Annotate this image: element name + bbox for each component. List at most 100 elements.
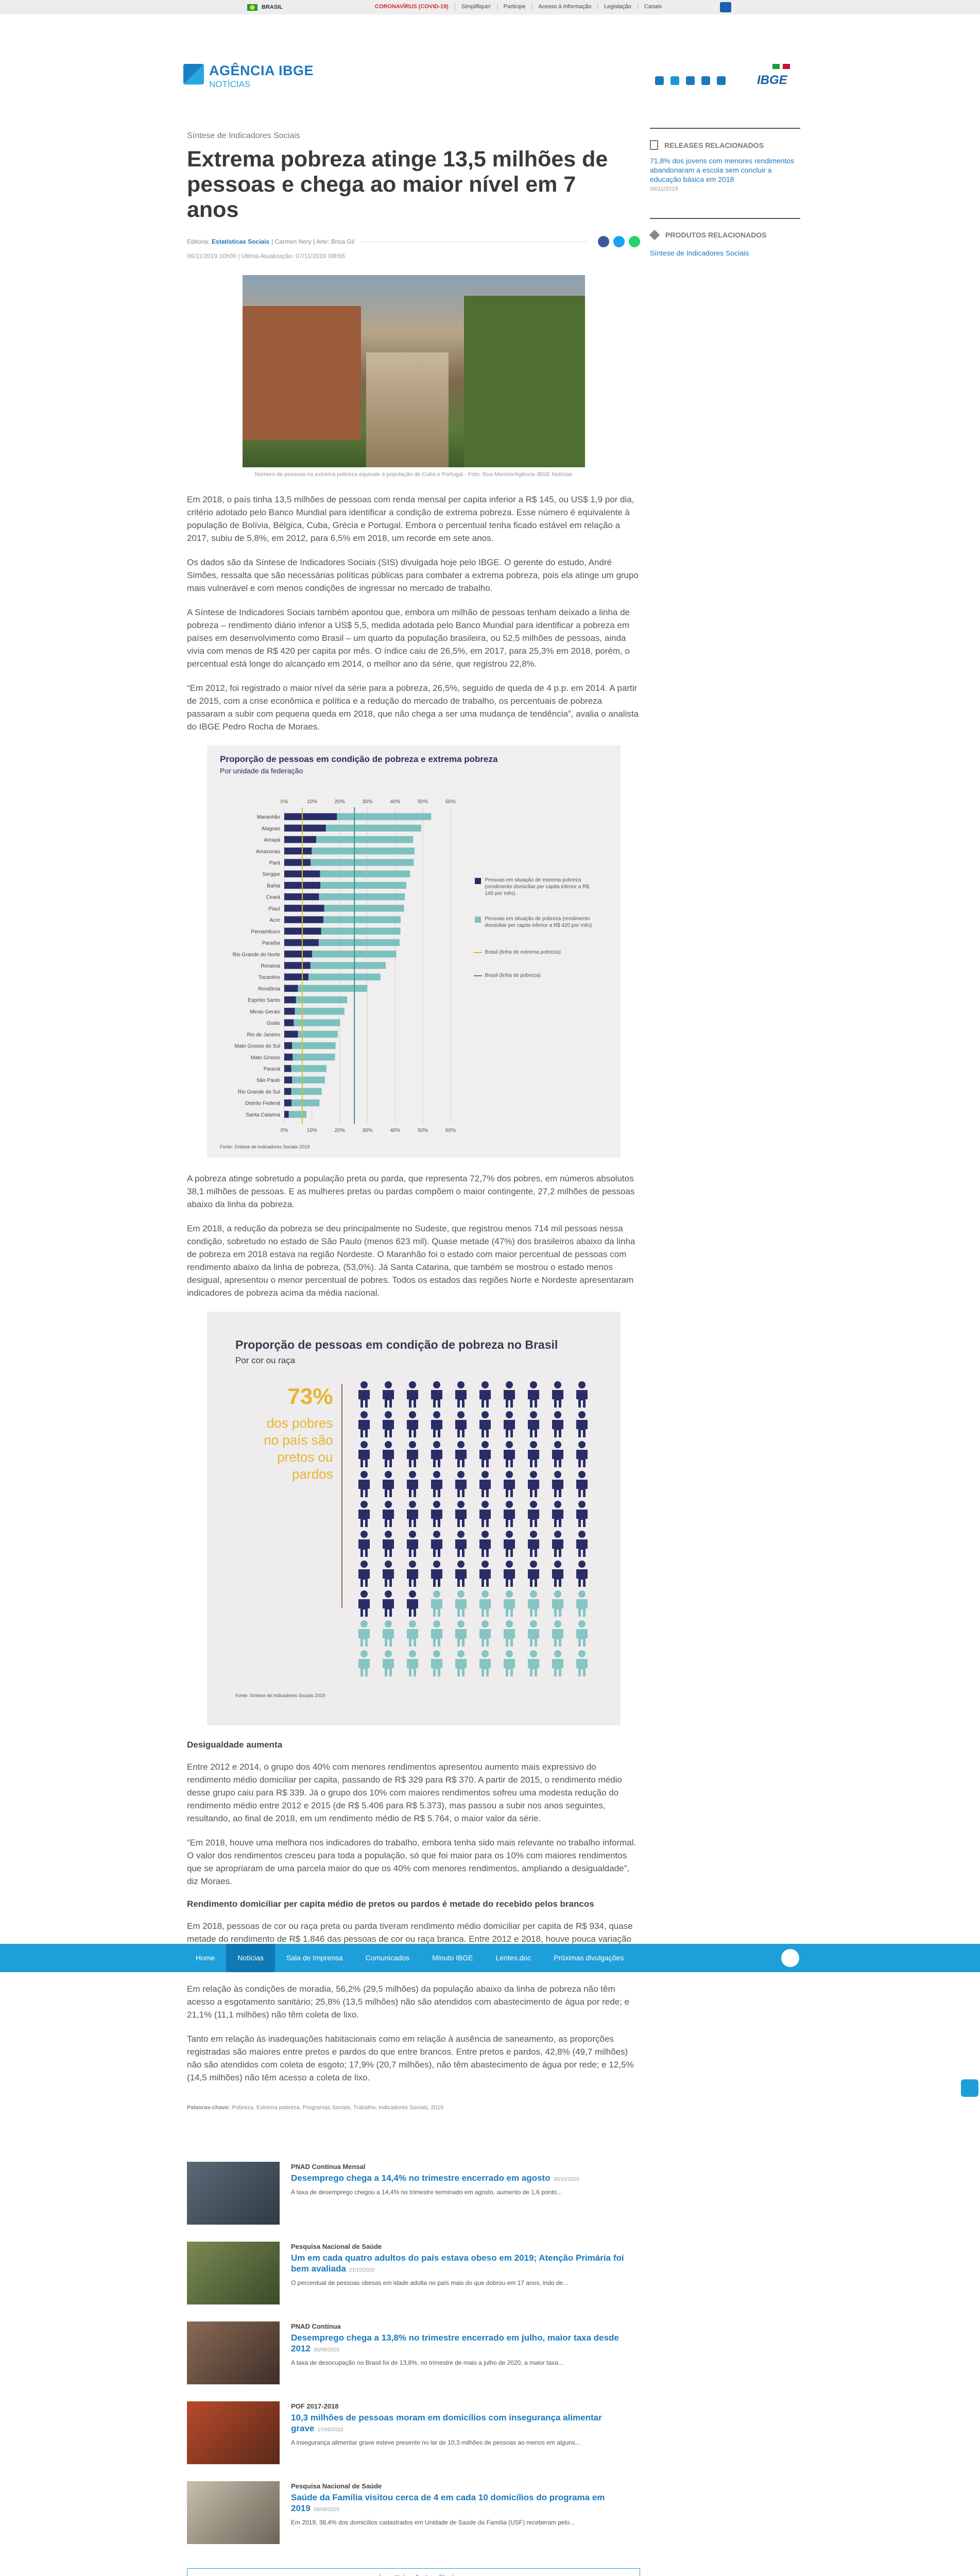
nav-item[interactable]: Lentes.doc (495, 1954, 531, 1962)
news-thumbnail[interactable] (187, 2242, 280, 2304)
person-body (503, 1599, 515, 1617)
person-body (479, 1420, 491, 1437)
bar (284, 951, 312, 958)
social-icon[interactable] (670, 76, 679, 85)
logo[interactable]: AGÊNCIA IBGE NOTÍCIAS (183, 61, 338, 97)
person-body (503, 1629, 515, 1647)
news-title[interactable]: 10,3 milhões de pessoas moram em domicíl… (291, 2413, 602, 2433)
person-body (576, 1480, 588, 1497)
news-thumbnail[interactable] (187, 2401, 280, 2464)
bar (284, 859, 311, 866)
more-news-button[interactable]: mais notícias desta editoria (187, 2568, 640, 2576)
person-body (503, 1569, 515, 1587)
sidebar-rule (650, 218, 800, 219)
person-body (431, 1569, 442, 1587)
person-body (503, 1510, 515, 1527)
person-head (505, 1561, 513, 1568)
authors: | Carmen Nery | Arte: Brisa Gil (271, 238, 355, 245)
person-head (360, 1381, 368, 1388)
legend-label: Brasil (linha de pobreza) (485, 973, 541, 978)
person-body (431, 1659, 442, 1676)
doc-icon (650, 140, 658, 150)
person-head (433, 1471, 440, 1478)
person-body (382, 1539, 394, 1557)
gov-link[interactable]: Canais (637, 4, 668, 10)
editoria-link[interactable]: Estatísticas Sociais (212, 238, 270, 245)
search-button[interactable] (781, 1949, 799, 1967)
person-head (481, 1561, 489, 1568)
product-link[interactable]: Síntese de Indicadores Sociais (650, 249, 749, 257)
person-body (479, 1629, 491, 1647)
person-head (360, 1501, 368, 1508)
gov-link[interactable]: Legislação (597, 4, 638, 10)
share-icon[interactable] (598, 236, 609, 247)
bar (284, 951, 396, 958)
person-head (408, 1441, 416, 1448)
gov-link[interactable]: Acesso à informação (531, 4, 597, 10)
news-category: Pesquisa Nacional de Saúde (291, 2482, 382, 2490)
person-head (433, 1381, 440, 1388)
person-head (529, 1650, 537, 1657)
news-thumbnail[interactable] (187, 2162, 280, 2225)
person-body (479, 1539, 491, 1557)
credits-label: Editoria: (187, 238, 210, 245)
nav-item[interactable]: Comunicados (365, 1954, 410, 1962)
x-tick-label: 20% (334, 799, 345, 805)
news-thumbnail[interactable] (187, 2321, 280, 2384)
person-body (479, 1659, 491, 1676)
person-body (552, 1480, 563, 1497)
person-head (481, 1381, 489, 1388)
person-body (576, 1659, 588, 1676)
news-title[interactable]: Saúde da Família visitou cerca de 4 em c… (291, 2493, 605, 2513)
person-body (382, 1390, 394, 1408)
social-icon[interactable] (655, 76, 664, 85)
share-icon[interactable] (629, 236, 640, 247)
social-icon[interactable] (701, 76, 710, 85)
gov-link[interactable]: Simplifique! (454, 4, 497, 10)
person-head (481, 1411, 489, 1418)
news-thumbnail[interactable] (187, 2481, 280, 2544)
category-label: Roraima (261, 963, 280, 969)
chart-pictogram: Proporção de pessoas em condição de pobr… (207, 1312, 621, 1725)
person-body (358, 1420, 370, 1437)
gov-link[interactable]: Participe (496, 4, 532, 10)
category-label: São Paulo (256, 1078, 280, 1083)
news-category: POF 2017-2018 (291, 2402, 339, 2410)
sidebar-heading-row: PRODUTOS RELACIONADOS (649, 229, 800, 241)
flag-en[interactable] (783, 64, 790, 69)
social-icon[interactable] (686, 76, 695, 85)
nav-item[interactable]: Próximas divulgações (554, 1954, 624, 1962)
person-head (505, 1650, 513, 1657)
person-body (382, 1569, 394, 1587)
paragraph: Os dados são da Síntese de Indicadores S… (187, 557, 639, 593)
nav-item[interactable]: Home (196, 1954, 215, 1962)
gov-link[interactable]: CORONAVÍRUS (COVID-19) (375, 4, 449, 10)
person-body (406, 1510, 418, 1527)
nav-item[interactable]: Sala de Imprensa (286, 1954, 343, 1962)
nav-item[interactable]: Minuto IBGE (432, 1954, 473, 1962)
news-title[interactable]: Desemprego chega a 14,4% no trimestre en… (291, 2173, 551, 2183)
flag-br[interactable] (772, 64, 780, 69)
share-icon[interactable] (613, 236, 625, 247)
person-head (433, 1411, 440, 1418)
person-body (552, 1659, 563, 1676)
bar (284, 905, 324, 912)
nav-item[interactable]: Notícias (226, 1944, 275, 1972)
accessibility-icon[interactable] (720, 2, 731, 12)
person-head (554, 1620, 561, 1628)
legend-label: Pessoas em situação de extrema pobreza (… (485, 877, 589, 896)
category-label: Acre (269, 918, 280, 923)
news-title-row: Desemprego chega a 13,8% no trimestre en… (291, 2332, 636, 2355)
social-icon[interactable] (717, 76, 726, 85)
news-title[interactable]: Desemprego chega a 13,8% no trimestre en… (291, 2333, 619, 2353)
chat-widget[interactable] (961, 2079, 978, 2097)
person-body (431, 1539, 442, 1557)
category-label: Bahia (267, 883, 280, 889)
release-link[interactable]: 71,8% dos jovens com menores rendimentos… (650, 157, 795, 183)
person-head (481, 1471, 489, 1478)
news-title[interactable]: Um em cada quatro adultos do país estava… (291, 2253, 624, 2274)
tags-list[interactable]: Pobreza, Extrema pobreza, Programas Soci… (232, 2105, 444, 2111)
chart-subtitle: Por cor ou raça (235, 1355, 296, 1365)
bar (284, 1019, 340, 1026)
